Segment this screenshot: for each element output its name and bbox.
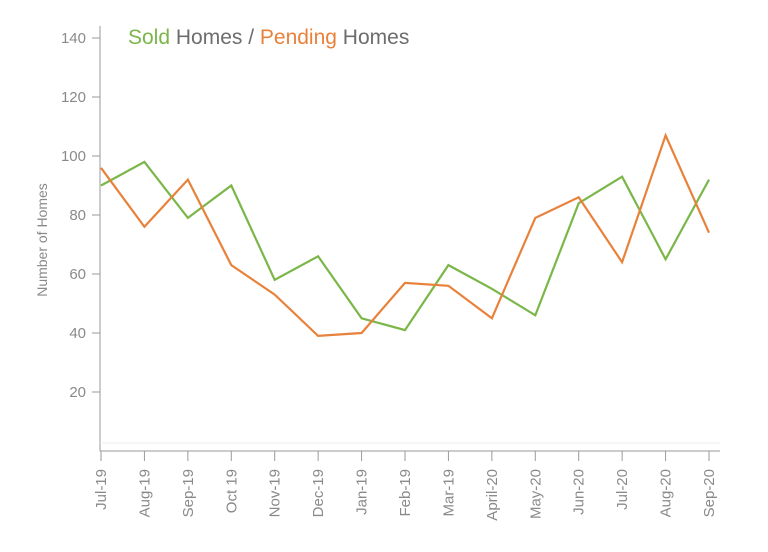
x-tick-label: Nov-19 [267,469,284,517]
chart-title-part-1: Homes / [170,26,260,49]
x-tick-label: Sep-20 [701,469,718,517]
chart-title-part-0: Sold [128,26,170,49]
x-axis: Jul-19 Aug-19 Sep-19 Oct 19 Nov-19 Dec-19 Jan-… [93,450,720,521]
x-tick-label: Jul-19 [93,469,110,510]
y-tick-label: 120 [61,89,86,106]
y-tick-label: 80 [69,207,86,224]
x-tick-label: Jul-20 [614,469,631,510]
series-layer [100,132,711,338]
y-tick-label: 140 [61,30,86,47]
y-tick-label: 40 [69,325,86,342]
y-tick-label: 60 [69,266,86,283]
chart-title-part-2: Pending [260,26,337,49]
y-axis-title: Number of Homes [34,183,50,297]
chart-title-legend: Sold Homes / Pending Homes [128,26,409,49]
chart-title: Sold Homes / Pending Homes [128,26,409,49]
x-tick-label: Sep-19 [180,469,197,517]
series-line-pending-homes [100,132,711,338]
x-tick-label: Jun-20 [571,469,588,515]
x-tick-label: Aug-20 [658,469,675,517]
x-tick-label: May-20 [527,469,544,519]
x-tick-label: Aug-19 [136,469,153,517]
chart-title-part-3: Homes [337,26,409,49]
x-tick-label: April-20 [484,469,501,521]
y-tick-label: 20 [69,384,86,401]
y-axis: Number of Homes 20 40 60 80 100 120 140 [34,26,720,451]
x-tick-label: Jan-19 [354,469,371,515]
y-tick-label: 100 [61,148,86,165]
x-tick-label: Oct 19 [223,469,240,513]
x-tick-label: Feb-19 [397,469,414,517]
x-tick-label: Mar-19 [440,469,457,517]
x-tick-label: Dec-19 [310,469,327,517]
